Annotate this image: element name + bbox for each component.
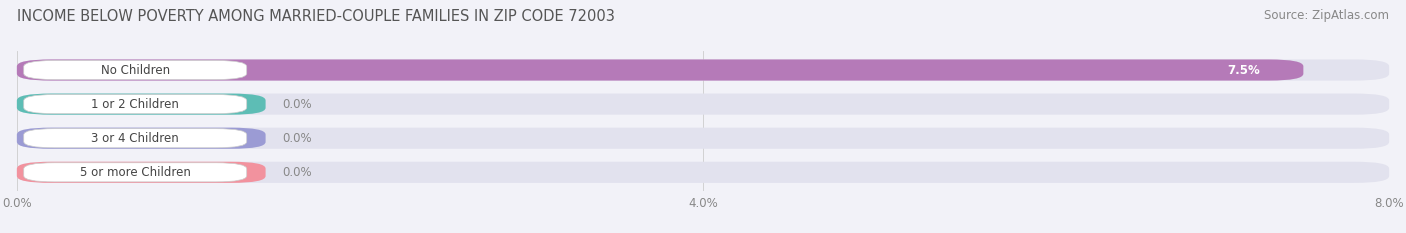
FancyBboxPatch shape	[24, 129, 246, 148]
Text: 0.0%: 0.0%	[283, 98, 312, 111]
FancyBboxPatch shape	[17, 93, 266, 115]
Text: INCOME BELOW POVERTY AMONG MARRIED-COUPLE FAMILIES IN ZIP CODE 72003: INCOME BELOW POVERTY AMONG MARRIED-COUPL…	[17, 9, 614, 24]
FancyBboxPatch shape	[24, 163, 246, 182]
Text: 3 or 4 Children: 3 or 4 Children	[91, 132, 179, 145]
FancyBboxPatch shape	[17, 59, 1303, 81]
FancyBboxPatch shape	[17, 128, 1389, 149]
Text: Source: ZipAtlas.com: Source: ZipAtlas.com	[1264, 9, 1389, 22]
FancyBboxPatch shape	[17, 162, 266, 183]
Text: 0.0%: 0.0%	[283, 132, 312, 145]
Text: 7.5%: 7.5%	[1227, 64, 1260, 76]
Text: No Children: No Children	[101, 64, 170, 76]
FancyBboxPatch shape	[17, 128, 266, 149]
Text: 1 or 2 Children: 1 or 2 Children	[91, 98, 179, 111]
FancyBboxPatch shape	[17, 93, 1389, 115]
FancyBboxPatch shape	[17, 59, 1389, 81]
FancyBboxPatch shape	[17, 162, 1389, 183]
FancyBboxPatch shape	[24, 95, 246, 114]
Text: 5 or more Children: 5 or more Children	[80, 166, 191, 179]
FancyBboxPatch shape	[24, 61, 246, 79]
Text: 0.0%: 0.0%	[283, 166, 312, 179]
